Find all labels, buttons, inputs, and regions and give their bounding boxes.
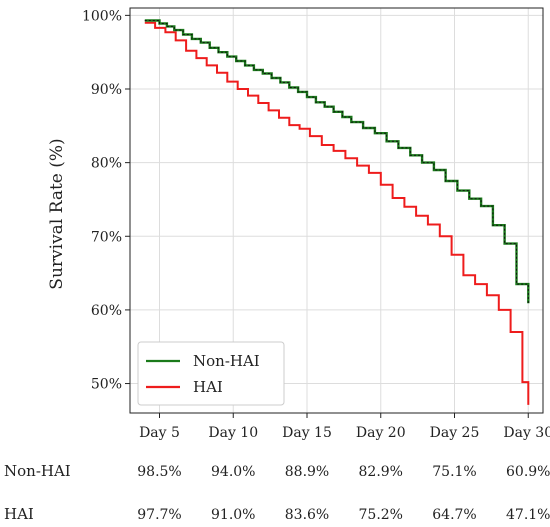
y-tick-label: 80%	[91, 156, 122, 172]
series-line-non-hai-overlay	[144, 20, 529, 304]
x-axis-ticks: Day 5 Day 10 Day 15 Day 20 Day 25 Day 30	[139, 413, 550, 441]
table-cell: 47.1%	[506, 507, 550, 523]
table-row-label-non-hai: Non-HAI	[4, 462, 71, 480]
x-tick-label: Day 20	[356, 425, 406, 441]
x-tick-label: Day 5	[139, 425, 180, 441]
table-cell: 91.0%	[211, 507, 255, 523]
x-tick-label: Day 15	[282, 425, 332, 441]
series-line-hai	[144, 21, 530, 405]
y-axis-ticks: 50% 60% 70% 80% 90% 100%	[82, 8, 130, 393]
table-cell: 94.0%	[211, 464, 255, 480]
table-cell: 97.7%	[137, 507, 181, 523]
survival-table: Non-HAI HAI 98.5% 94.0% 88.9% 82.9% 75.1% 60.…	[4, 462, 550, 523]
legend-label-non-hai: Non-HAI	[193, 352, 260, 370]
y-tick-label: 60%	[91, 303, 122, 319]
y-axis-label: Survival Rate (%)	[47, 138, 67, 289]
series-line-non-hai	[144, 19, 530, 304]
y-tick-label: 100%	[82, 8, 122, 24]
y-tick-label: 90%	[91, 82, 122, 98]
grid-lines	[130, 8, 543, 413]
y-tick-label: 50%	[91, 377, 122, 393]
plot-frame	[129, 7, 544, 414]
table-cell: 83.6%	[285, 507, 329, 523]
table-cells: 98.5% 94.0% 88.9% 82.9% 75.1% 60.9% 97.7% 91.0%…	[137, 464, 550, 523]
series-layer	[144, 19, 530, 405]
y-tick-label: 70%	[91, 229, 122, 245]
table-cell: 60.9%	[506, 464, 550, 480]
legend: Non-HAI HAI	[137, 341, 285, 406]
legend-label-hai: HAI	[193, 378, 223, 396]
table-cell: 98.5%	[137, 464, 181, 480]
table-cell: 88.9%	[285, 464, 329, 480]
x-tick-label: Day 10	[208, 425, 258, 441]
table-cell: 75.2%	[359, 507, 403, 523]
table-cell: 64.7%	[432, 507, 476, 523]
x-tick-label: Day 30	[503, 425, 550, 441]
x-tick-label: Day 25	[430, 425, 480, 441]
table-cell: 75.1%	[432, 464, 476, 480]
table-row-label-hai: HAI	[4, 505, 34, 523]
table-cell: 82.9%	[359, 464, 403, 480]
legend-box	[137, 341, 285, 406]
